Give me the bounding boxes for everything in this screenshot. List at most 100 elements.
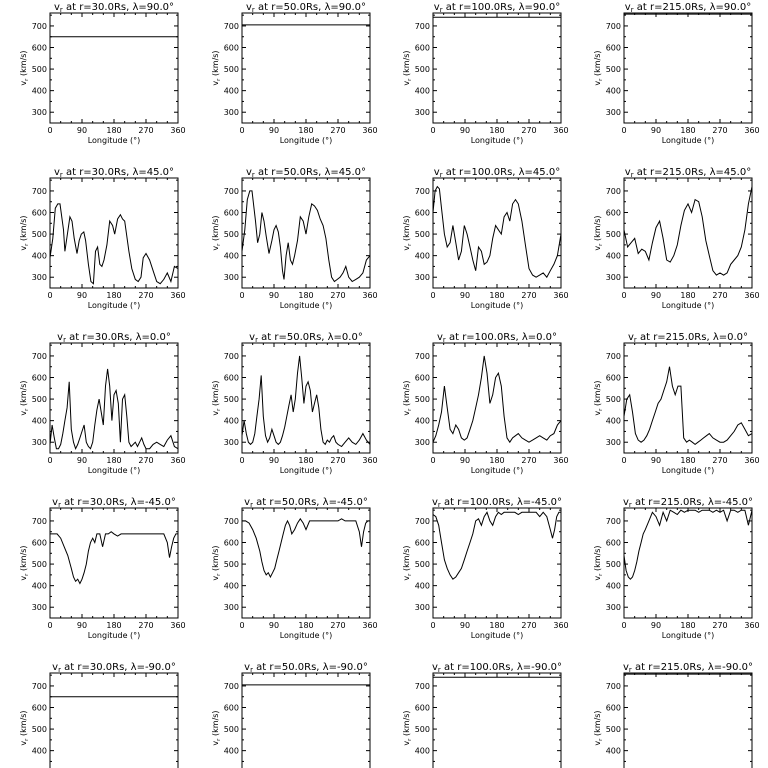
y-tick-label: 300: [415, 603, 430, 612]
y-tick-label: 600: [224, 44, 239, 53]
text-part-rest: at r=215.0Rs, λ=90.0°: [634, 2, 752, 13]
x-axis-label: Longitude (°): [471, 301, 524, 310]
panel-1-1: vr at r=30.0Rs, λ=90.0°0 90 180 270 36030040…: [19, 2, 186, 145]
text-part-subscript: r: [407, 573, 413, 576]
text-part-subscript: r: [216, 573, 222, 576]
text-part-rest: (km/s): [211, 545, 220, 573]
text-part-subscript: r: [407, 738, 413, 741]
x-tick-label: 360: [553, 291, 568, 300]
y-tick-label: 300: [606, 438, 621, 447]
y-tick-label: 500: [32, 230, 47, 239]
y-axis-label: vr (km/s): [593, 380, 604, 415]
text-part-rest: at r=215.0Rs, λ=0.0°: [637, 332, 748, 343]
text-part-rest: at r=215.0Rs, λ=45.0°: [634, 167, 752, 178]
y-tick-label: 300: [32, 438, 47, 447]
x-tick-label: 0: [47, 126, 52, 135]
y-axis-label: vr (km/s): [593, 215, 604, 250]
text-part-base: v: [402, 246, 411, 251]
x-tick-label: 180: [680, 456, 695, 465]
x-tick-label: 0: [621, 126, 626, 135]
text-part-base: v: [52, 497, 58, 508]
y-tick-label: 700: [415, 517, 430, 526]
plot-frame: [623, 672, 753, 768]
x-tick-label: 0: [239, 291, 244, 300]
x-tick-label: 180: [106, 291, 121, 300]
x-axis-label: Longitude (°): [662, 136, 715, 145]
y-tick-label: 600: [415, 374, 430, 383]
text-part-subscript: r: [438, 666, 441, 674]
series-line: [432, 185, 562, 279]
x-tick-label: 270: [138, 621, 153, 630]
panel-5-3: vr at r=100.0Rs, λ=-90.0°090180270360300…: [402, 662, 562, 768]
x-axis-label: Longitude (°): [280, 631, 333, 640]
y-tick-label: 300: [224, 438, 239, 447]
panel-title: vr at r=215.0Rs, λ=-45.0°: [623, 497, 753, 509]
plot-frame: [241, 507, 371, 619]
text-part-base: v: [402, 741, 411, 746]
panel-title: vr at r=30.0Rs, λ=0.0°: [57, 332, 171, 344]
panel-2-4: vr at r=215.0Rs, λ=45.0°0 90 180 270 3603004…: [593, 167, 760, 310]
x-tick-label: 90: [651, 621, 661, 630]
y-tick-label: 500: [32, 395, 47, 404]
panel-title: vr at r=100.0Rs, λ=0.0°: [437, 332, 557, 344]
y-tick-label: 300: [415, 438, 430, 447]
text-part-base: v: [19, 411, 28, 416]
panel-title: vr at r=100.0Rs, λ=45.0°: [434, 167, 560, 179]
plot-frame: [623, 177, 753, 289]
y-tick-label: 500: [32, 725, 47, 734]
text-part-subscript: r: [443, 336, 446, 344]
text-part-base: v: [625, 2, 631, 13]
text-part-subscript: r: [252, 6, 255, 14]
text-part-subscript: r: [598, 243, 604, 246]
x-tick-label: 0: [47, 456, 52, 465]
y-tick-label: 400: [224, 252, 239, 261]
text-part-base: v: [623, 662, 629, 673]
x-tick-label: 360: [362, 291, 377, 300]
text-part-rest: at r=215.0Rs, λ=-45.0°: [632, 497, 753, 508]
series-line: [623, 186, 753, 276]
panel-2-1: vr at r=30.0Rs, λ=45.0°0 90 180 270 36030040…: [19, 167, 186, 310]
x-tick-label: 180: [489, 621, 504, 630]
series-line: [623, 366, 753, 446]
y-tick-label: 600: [32, 704, 47, 713]
x-tick-label: 360: [170, 621, 185, 630]
y-tick-label: 600: [415, 44, 430, 53]
plot-frame: [623, 507, 753, 619]
text-part-rest: (km/s): [593, 710, 602, 738]
y-tick-label: 400: [606, 417, 621, 426]
y-tick-label: 700: [32, 682, 47, 691]
y-tick-label: 600: [224, 704, 239, 713]
x-tick-label: 270: [330, 291, 345, 300]
y-tick-label: 400: [606, 582, 621, 591]
y-axis-label: vr (km/s): [211, 710, 222, 745]
y-tick-label: 400: [415, 582, 430, 591]
y-tick-label: 300: [224, 273, 239, 282]
y-tick-label: 700: [32, 517, 47, 526]
x-tick-label: 0: [430, 621, 435, 630]
text-part-rest: at r=30.0Rs, λ=-45.0°: [61, 497, 176, 508]
text-part-rest: (km/s): [211, 380, 220, 408]
text-part-rest: (km/s): [593, 545, 602, 573]
y-tick-label: 600: [415, 704, 430, 713]
text-part-rest: at r=30.0Rs, λ=-90.0°: [61, 662, 176, 673]
y-tick-label: 600: [32, 539, 47, 548]
text-part-subscript: r: [440, 171, 443, 179]
plot-frame: [623, 12, 753, 124]
x-tick-label: 270: [330, 621, 345, 630]
y-tick-label: 700: [606, 517, 621, 526]
text-part-rest: (km/s): [402, 710, 411, 738]
text-part-subscript: r: [634, 336, 637, 344]
text-part-rest: at r=50.0Rs, λ=-45.0°: [253, 497, 368, 508]
y-tick-label: 500: [606, 230, 621, 239]
text-part-base: v: [54, 2, 60, 13]
text-part-subscript: r: [216, 408, 222, 411]
y-tick-label: 600: [606, 539, 621, 548]
y-axis-label: vr (km/s): [211, 545, 222, 580]
x-tick-label: 360: [744, 291, 759, 300]
x-tick-label: 0: [47, 291, 52, 300]
panel-4-4: vr at r=215.0Rs, λ=-45.0°0 90 180 270 360300…: [593, 497, 760, 640]
y-tick-label: 600: [32, 209, 47, 218]
x-tick-label: 0: [430, 126, 435, 135]
x-axis-label: Longitude (°): [471, 631, 524, 640]
y-tick-label: 500: [606, 65, 621, 74]
